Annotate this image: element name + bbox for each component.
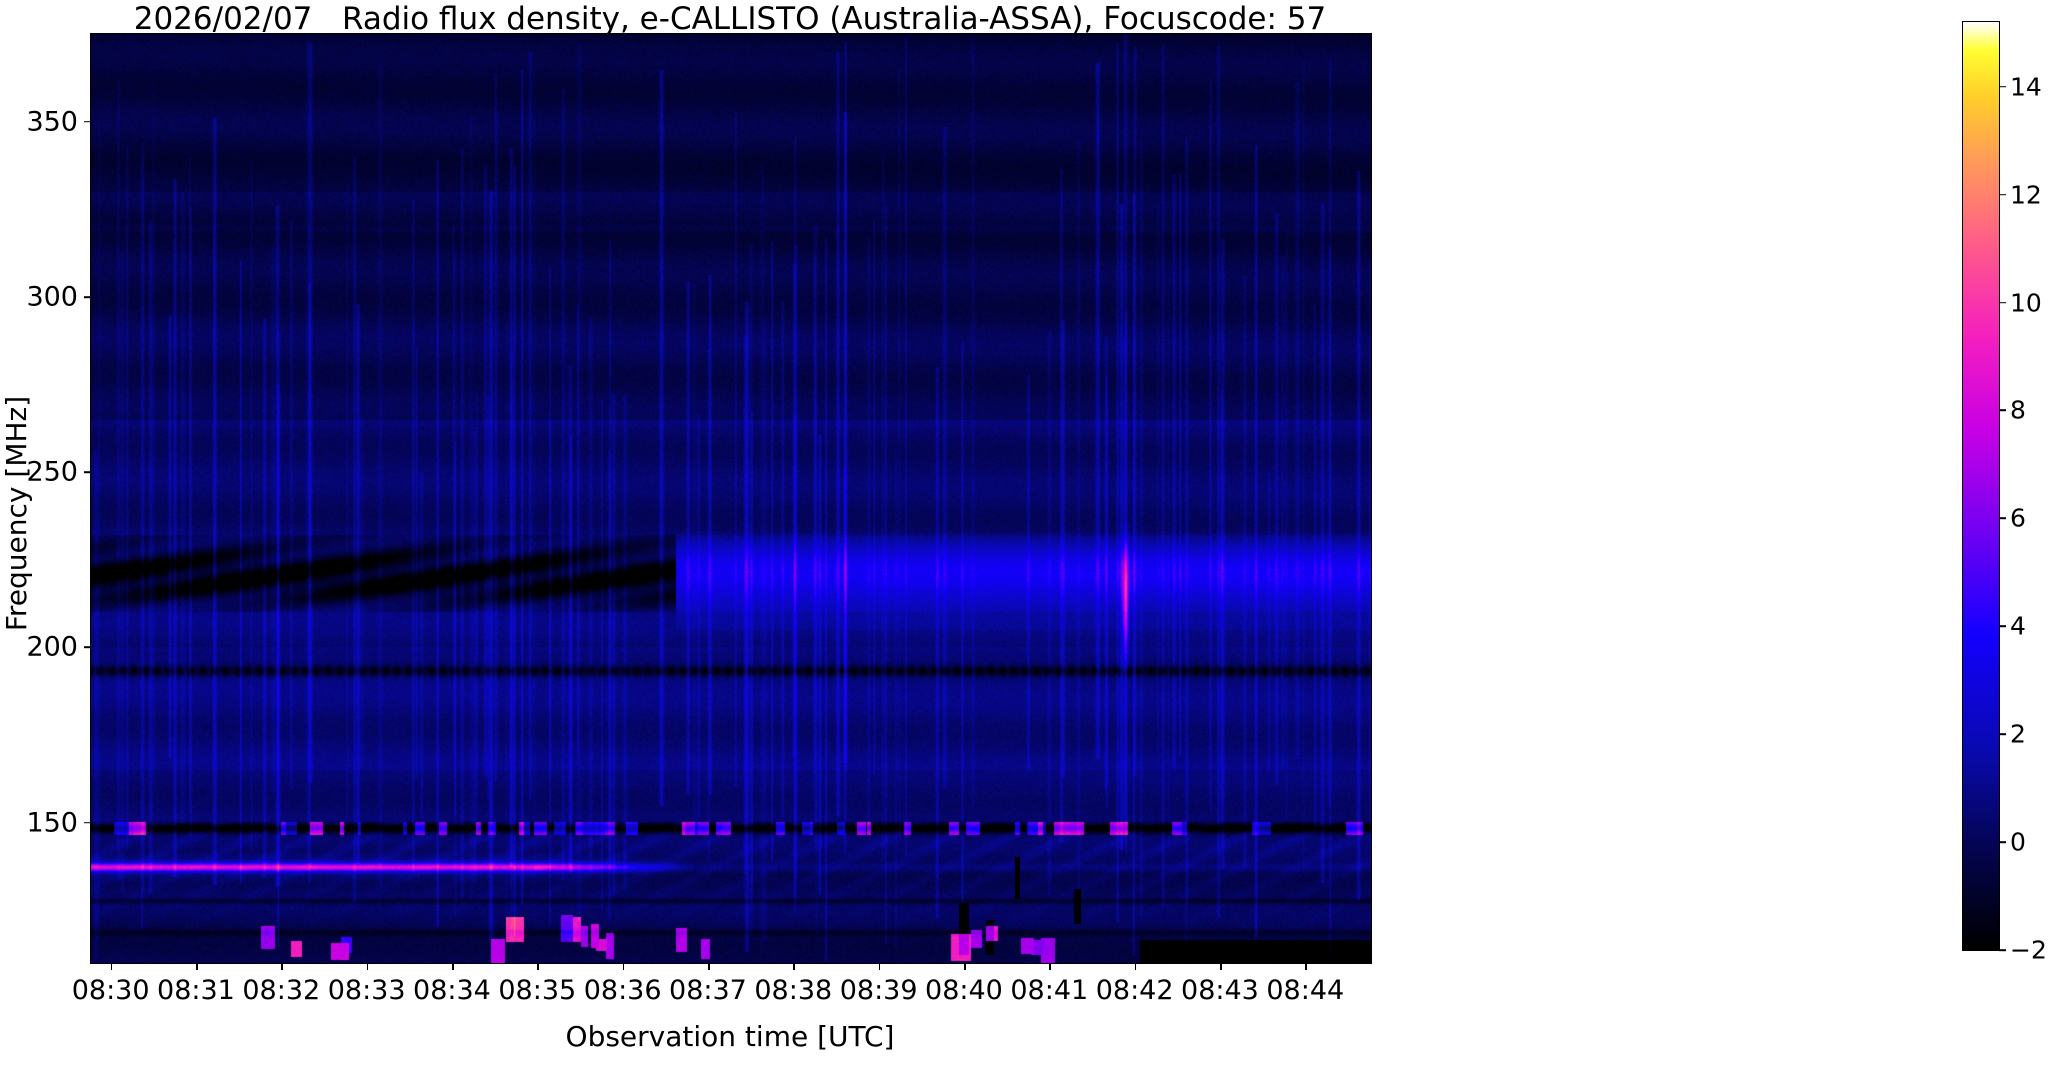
x-tick-label: 08:36 bbox=[583, 975, 662, 1006]
colorbar-tick-mark bbox=[1999, 733, 2006, 735]
x-tick-mark bbox=[1134, 963, 1137, 970]
x-tick-mark bbox=[622, 963, 625, 970]
colorbar-tick-label: 2 bbox=[2010, 719, 2026, 749]
x-tick-label: 08:33 bbox=[327, 975, 406, 1006]
x-tick-mark bbox=[537, 963, 539, 970]
x-tick-mark bbox=[281, 963, 283, 970]
x-tick-label: 08:41 bbox=[1010, 975, 1089, 1006]
colorbar-gradient bbox=[1963, 22, 1999, 950]
x-tick-label: 08:32 bbox=[242, 975, 321, 1006]
colorbar-tick-label: 0 bbox=[2010, 827, 2026, 857]
y-tick-label: 250 bbox=[26, 456, 78, 488]
y-tick-mark bbox=[84, 471, 91, 473]
colorbar-tick-label: 8 bbox=[2010, 395, 2026, 425]
x-tick-label: 08:43 bbox=[1181, 975, 1259, 1006]
page-title: 2026/02/07 Radio flux density, e-CALLIST… bbox=[133, 1, 1327, 37]
x-tick-label: 08:35 bbox=[498, 975, 577, 1006]
colorbar-tick-label: 12 bbox=[2010, 180, 2042, 210]
colorbar-tick-label: 6 bbox=[2010, 503, 2026, 533]
colorbar-tick-label: 10 bbox=[2010, 288, 2042, 318]
spectrogram-image[interactable] bbox=[91, 34, 1371, 963]
colorbar-tick-mark bbox=[1999, 841, 2006, 843]
y-tick-mark bbox=[84, 120, 91, 123]
x-tick-mark bbox=[1049, 963, 1051, 970]
colorbar-tick-mark bbox=[1999, 193, 2006, 196]
colorbar-tick-label: 14 bbox=[2010, 72, 2042, 102]
colorbar-tick-mark bbox=[1999, 85, 2006, 88]
x-tick-mark bbox=[793, 963, 795, 970]
x-tick-mark bbox=[451, 963, 454, 970]
x-axis-label: Observation time [UTC] bbox=[565, 1020, 895, 1053]
y-axis-label: Frequency [MHz] bbox=[0, 395, 33, 632]
x-tick-label: 08:40 bbox=[925, 975, 1003, 1006]
y-tick-mark bbox=[84, 296, 91, 298]
x-tick-mark bbox=[1305, 963, 1307, 970]
x-tick-label: 08:39 bbox=[839, 975, 918, 1006]
x-tick-label: 08:34 bbox=[413, 975, 491, 1006]
x-tick-label: 08:44 bbox=[1266, 975, 1345, 1006]
x-tick-label: 08:31 bbox=[157, 975, 235, 1006]
y-tick-label: 350 bbox=[26, 106, 78, 138]
x-tick-mark bbox=[366, 963, 369, 970]
colorbar-tick-label: −2 bbox=[2010, 935, 2047, 965]
x-tick-label: 08:37 bbox=[669, 975, 747, 1006]
colorbar-tick-label: 4 bbox=[2010, 611, 2026, 641]
x-tick-mark bbox=[110, 963, 113, 970]
colorbar-tick-mark bbox=[1999, 301, 2006, 304]
y-tick-mark bbox=[84, 821, 91, 824]
y-tick-mark bbox=[84, 646, 91, 649]
x-tick-mark bbox=[878, 963, 881, 970]
colorbar-tick-mark bbox=[1999, 517, 2006, 520]
x-tick-label: 08:42 bbox=[1095, 975, 1174, 1006]
x-tick-mark bbox=[1219, 963, 1222, 970]
x-tick-label: 08:30 bbox=[71, 975, 150, 1006]
colorbar-tick-mark bbox=[1999, 949, 2006, 951]
x-tick-label: 08:38 bbox=[754, 975, 833, 1006]
spectrogram-axes[interactable] bbox=[90, 33, 1372, 964]
x-tick-mark bbox=[195, 963, 198, 970]
y-tick-label: 200 bbox=[26, 631, 78, 663]
colorbar-axes[interactable] bbox=[1962, 21, 2000, 951]
colorbar-tick-mark bbox=[1999, 625, 2006, 628]
x-tick-mark bbox=[707, 963, 710, 970]
y-tick-label: 150 bbox=[26, 807, 78, 839]
colorbar-tick-mark bbox=[1999, 409, 2006, 412]
y-tick-label: 300 bbox=[26, 281, 78, 313]
x-tick-mark bbox=[963, 963, 966, 970]
